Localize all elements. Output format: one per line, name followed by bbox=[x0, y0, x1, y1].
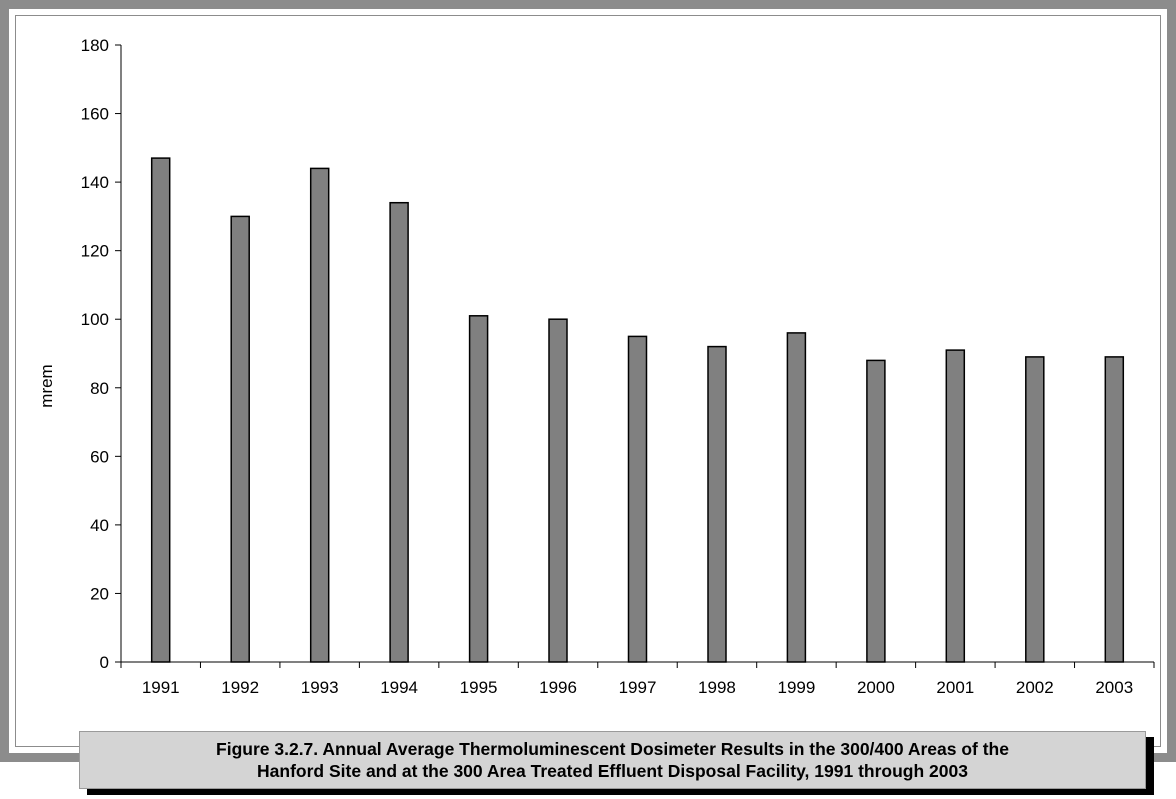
y-tick-label-20: 20 bbox=[90, 584, 109, 603]
x-tick-label-1993: 1993 bbox=[301, 678, 339, 697]
y-tick-label-40: 40 bbox=[90, 516, 109, 535]
y-tick-label-80: 80 bbox=[90, 379, 109, 398]
x-tick-labels: 1991 1992 1993 1994 1995 1996 1997 1998 1999 2000… bbox=[142, 678, 1133, 697]
bar-1996 bbox=[548, 318, 568, 663]
x-tick-label-1999: 1999 bbox=[778, 678, 816, 697]
bar-1993 bbox=[309, 167, 330, 663]
x-tick-label-1994: 1994 bbox=[380, 678, 418, 697]
x-tick-label-1991: 1991 bbox=[142, 678, 180, 697]
axes-group bbox=[115, 44, 1155, 668]
bar-2001 bbox=[945, 349, 966, 663]
x-tick-label-1998: 1998 bbox=[698, 678, 736, 697]
y-tick-labels: 0 20 40 60 80 100 120 140 160 180 bbox=[81, 36, 109, 672]
y-tick-label-140: 140 bbox=[81, 173, 109, 192]
bar-1994 bbox=[389, 201, 409, 663]
x-tick-label-1992: 1992 bbox=[221, 678, 259, 697]
x-tick-label-2001: 2001 bbox=[936, 678, 974, 697]
bar-1991 bbox=[150, 157, 171, 663]
x-tick-label-2002: 2002 bbox=[1016, 678, 1054, 697]
y-tick-label-100: 100 bbox=[81, 310, 109, 329]
y-tick-label-180: 180 bbox=[81, 36, 109, 55]
figure-caption: Figure 3.2.7. Annual Average Thermolumin… bbox=[79, 731, 1146, 789]
x-tick-label-1996: 1996 bbox=[539, 678, 577, 697]
bar-1992 bbox=[230, 215, 250, 663]
x-tick-label-2003: 2003 bbox=[1095, 678, 1133, 697]
y-tick-label-0: 0 bbox=[100, 653, 109, 672]
bar-1995 bbox=[468, 315, 489, 663]
x-tick-label-2000: 2000 bbox=[857, 678, 895, 697]
bar-1997 bbox=[627, 335, 648, 663]
y-tick-label-160: 160 bbox=[81, 105, 109, 124]
y-tick-label-60: 60 bbox=[90, 447, 109, 466]
caption-text: Figure 3.2.7. Annual Average Thermolumin… bbox=[216, 739, 1009, 781]
y-axis-title: mrem bbox=[37, 364, 56, 407]
bars-group bbox=[150, 157, 1125, 663]
y-tick-label-120: 120 bbox=[81, 242, 109, 261]
x-tick-label-1997: 1997 bbox=[619, 678, 657, 697]
bar-1998 bbox=[707, 345, 727, 663]
bar-2003 bbox=[1104, 356, 1125, 663]
x-tick-label-1995: 1995 bbox=[460, 678, 498, 697]
bar-2000 bbox=[866, 359, 886, 663]
bar-2002 bbox=[1025, 356, 1045, 663]
bar-1999 bbox=[786, 332, 807, 663]
